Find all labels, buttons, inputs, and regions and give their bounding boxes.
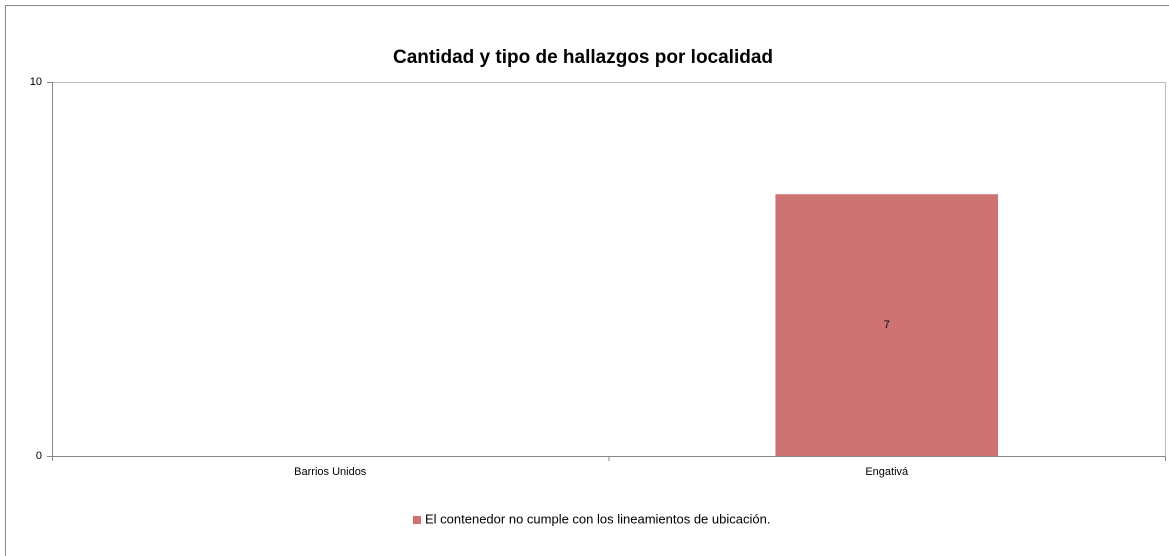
y-tick-label: 0: [36, 450, 42, 462]
bar: [775, 194, 999, 456]
chart-title: Cantidad y tipo de hallazgos por localid…: [393, 47, 773, 68]
legend-swatch: [413, 516, 421, 524]
legend-label: El contenedor no cumple con los lineamie…: [425, 511, 770, 526]
x-tick-label: Engativá: [865, 466, 909, 478]
y-tick-label: 10: [30, 76, 42, 88]
data-label: 7: [884, 319, 890, 331]
chart-frame: [5, 5, 1169, 556]
x-tick-label: Barrios Unidos: [294, 466, 367, 478]
